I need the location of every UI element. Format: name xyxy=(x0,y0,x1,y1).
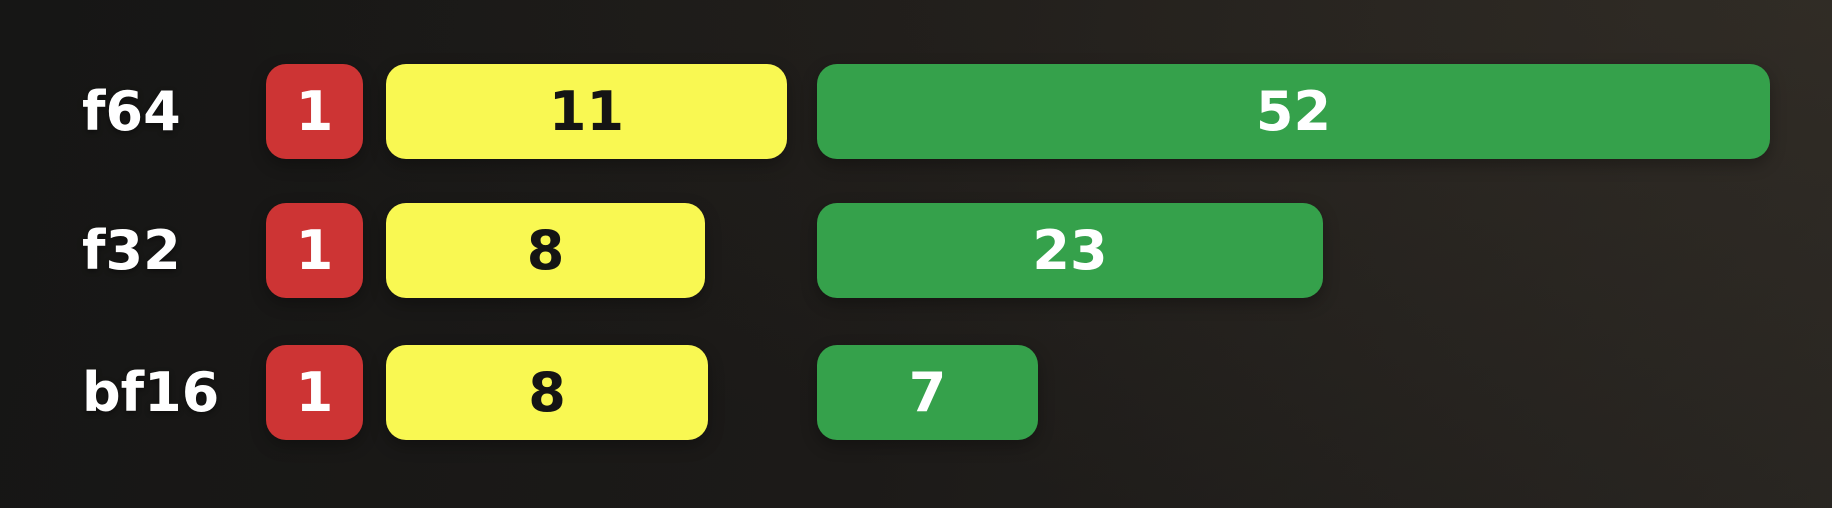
sign-bits-box: 1 xyxy=(266,203,363,298)
format-row-f32: f32 1 8 23 xyxy=(0,203,1832,298)
exponent-bits-box: 11 xyxy=(386,64,787,159)
format-label-f64: f64 xyxy=(82,80,181,143)
mantissa-bits-box: 52 xyxy=(817,64,1770,159)
format-row-f64: f64 1 11 52 xyxy=(0,64,1832,159)
mantissa-bits-box: 7 xyxy=(817,345,1038,440)
exponent-bits-box: 8 xyxy=(386,345,708,440)
format-row-bf16: bf16 1 8 7 xyxy=(0,345,1832,440)
sign-bits-box: 1 xyxy=(266,345,363,440)
exponent-bits-box: 8 xyxy=(386,203,705,298)
format-label-f32: f32 xyxy=(82,219,181,282)
sign-bits-box: 1 xyxy=(266,64,363,159)
format-label-bf16: bf16 xyxy=(82,361,220,424)
mantissa-bits-box: 23 xyxy=(817,203,1323,298)
